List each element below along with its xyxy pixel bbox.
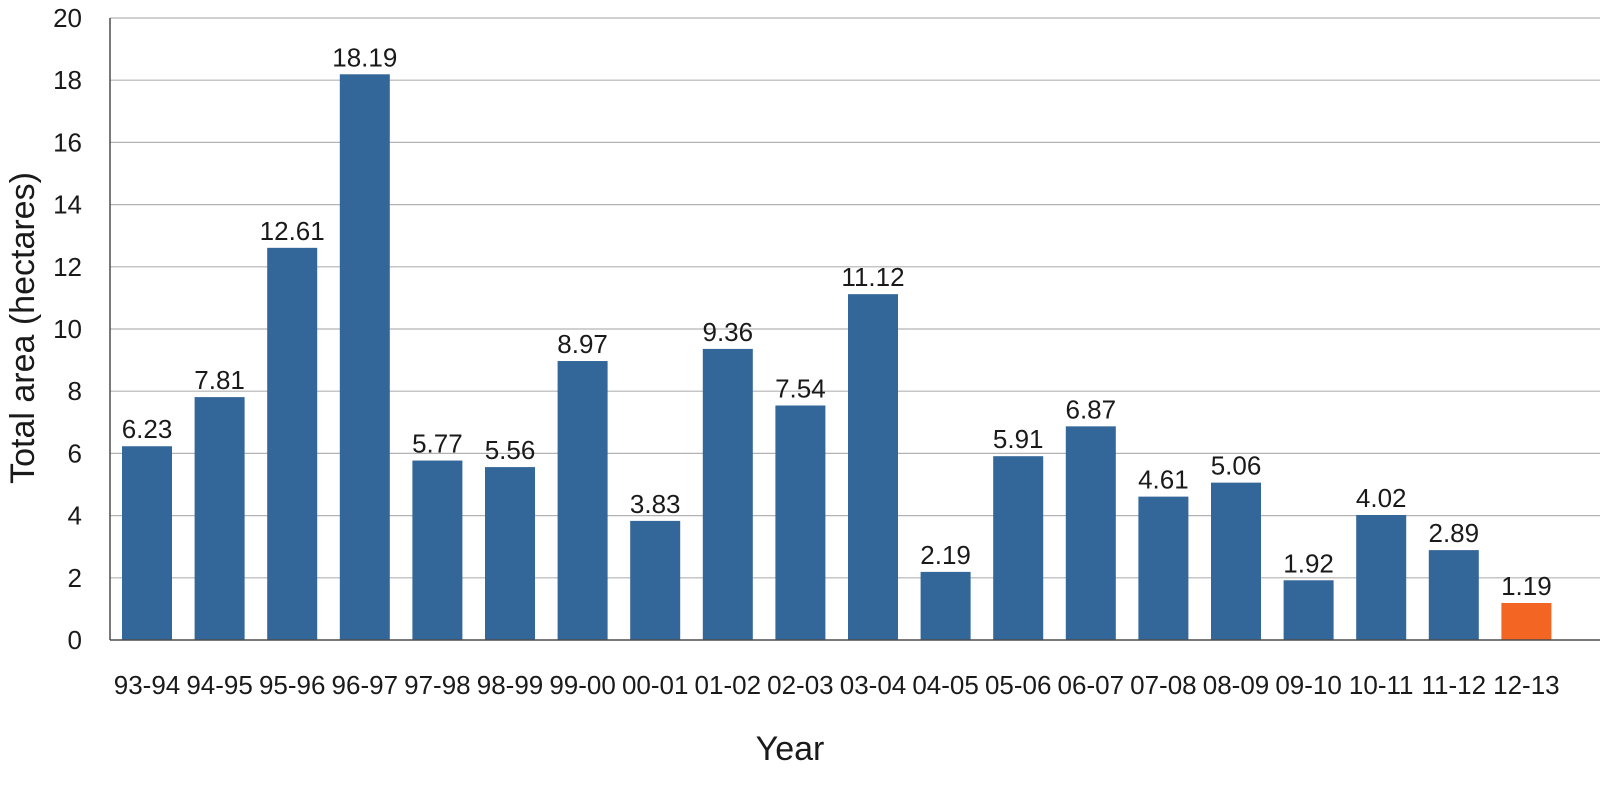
y-tick-label: 10 xyxy=(53,314,82,344)
x-tick-label: 00-01 xyxy=(622,670,689,700)
value-label: 5.56 xyxy=(485,435,536,465)
y-axis-title: Total area (hectares) xyxy=(4,172,42,484)
bar-95-96 xyxy=(267,247,318,641)
x-tick-label: 06-07 xyxy=(1058,670,1125,700)
value-label: 18.19 xyxy=(332,42,397,72)
x-tick-label: 96-97 xyxy=(332,670,399,700)
value-label: 2.19 xyxy=(920,540,971,570)
value-label: 6.23 xyxy=(122,414,173,444)
y-tick-label: 4 xyxy=(68,501,82,531)
value-label: 7.81 xyxy=(194,365,245,395)
bar-11-12 xyxy=(1428,550,1479,640)
bars xyxy=(122,74,1552,641)
y-axis-ticks: 0 2 4 6 8 10 12 14 16 18 20 xyxy=(53,3,82,655)
x-tick-label: 93-94 xyxy=(114,670,181,700)
bar-03-04 xyxy=(848,294,898,640)
value-label: 5.91 xyxy=(993,424,1044,454)
value-label: 1.19 xyxy=(1501,571,1552,601)
x-axis-title: Year xyxy=(756,730,825,768)
x-tick-label: 97-98 xyxy=(404,670,471,700)
bar-98-99 xyxy=(485,467,535,640)
y-tick-label: 0 xyxy=(68,625,82,655)
bar-04-05 xyxy=(920,571,971,640)
bar-12-13 xyxy=(1501,602,1552,640)
x-tick-label: 08-09 xyxy=(1203,670,1270,700)
value-label: 6.87 xyxy=(1065,394,1116,424)
x-tick-label: 04-05 xyxy=(912,670,979,700)
x-axis-ticks: 93-94 94-95 95-96 96-97 97-98 98-99 99-00 00-01… xyxy=(114,670,1560,700)
bar-97-98 xyxy=(412,460,463,640)
bar-06-07 xyxy=(1065,426,1116,640)
value-label: 2.89 xyxy=(1428,518,1479,548)
x-tick-label: 07-08 xyxy=(1130,670,1197,700)
bar-08-09 xyxy=(1211,482,1261,640)
value-label: 8.97 xyxy=(557,329,608,359)
value-label: 4.02 xyxy=(1356,483,1407,513)
y-tick-label: 18 xyxy=(53,65,82,95)
y-tick-label: 20 xyxy=(53,3,82,33)
value-label: 7.54 xyxy=(775,374,826,404)
x-tick-label: 95-96 xyxy=(259,670,326,700)
x-tick-label: 12-13 xyxy=(1493,670,1560,700)
x-tick-label: 03-04 xyxy=(840,670,907,700)
bar-99-00 xyxy=(557,361,608,640)
value-label: 9.36 xyxy=(702,317,753,347)
x-tick-label: 05-06 xyxy=(985,670,1052,700)
value-label: 12.61 xyxy=(260,216,325,246)
x-tick-label: 01-02 xyxy=(695,670,762,700)
value-labels: 6.23 7.81 12.61 18.19 5.77 5.56 8.97 3.83 9.36 7.… xyxy=(122,42,1552,601)
bar-09-10 xyxy=(1283,580,1334,640)
y-tick-label: 16 xyxy=(53,127,82,157)
y-tick-label: 6 xyxy=(68,438,82,468)
bar-96-97 xyxy=(339,74,390,640)
bar-02-03 xyxy=(775,405,826,640)
x-tick-label: 98-99 xyxy=(477,670,544,700)
y-tick-label: 14 xyxy=(53,190,82,220)
bar-93-94 xyxy=(122,446,172,640)
y-tick-label: 8 xyxy=(68,376,82,406)
value-label: 1.92 xyxy=(1283,548,1334,578)
value-label: 3.83 xyxy=(630,489,681,519)
x-tick-label: 99-00 xyxy=(549,670,616,700)
x-tick-label: 94-95 xyxy=(186,670,253,700)
value-label: 11.12 xyxy=(841,262,904,292)
bar-10-11 xyxy=(1356,514,1407,640)
y-tick-label: 12 xyxy=(53,252,82,282)
bar-00-01 xyxy=(630,520,681,640)
x-tick-label: 10-11 xyxy=(1349,670,1414,700)
bar-94-95 xyxy=(194,397,245,640)
bar-01-02 xyxy=(702,348,753,640)
x-tick-label: 11-12 xyxy=(1422,670,1487,700)
y-tick-label: 2 xyxy=(68,563,82,593)
x-tick-label: 02-03 xyxy=(767,670,834,700)
value-label: 5.06 xyxy=(1211,451,1262,481)
bar-05-06 xyxy=(993,456,1044,640)
value-label: 4.61 xyxy=(1138,465,1189,495)
bar-07-08 xyxy=(1138,496,1189,640)
value-label: 5.77 xyxy=(412,429,463,459)
x-tick-label: 09-10 xyxy=(1275,670,1342,700)
